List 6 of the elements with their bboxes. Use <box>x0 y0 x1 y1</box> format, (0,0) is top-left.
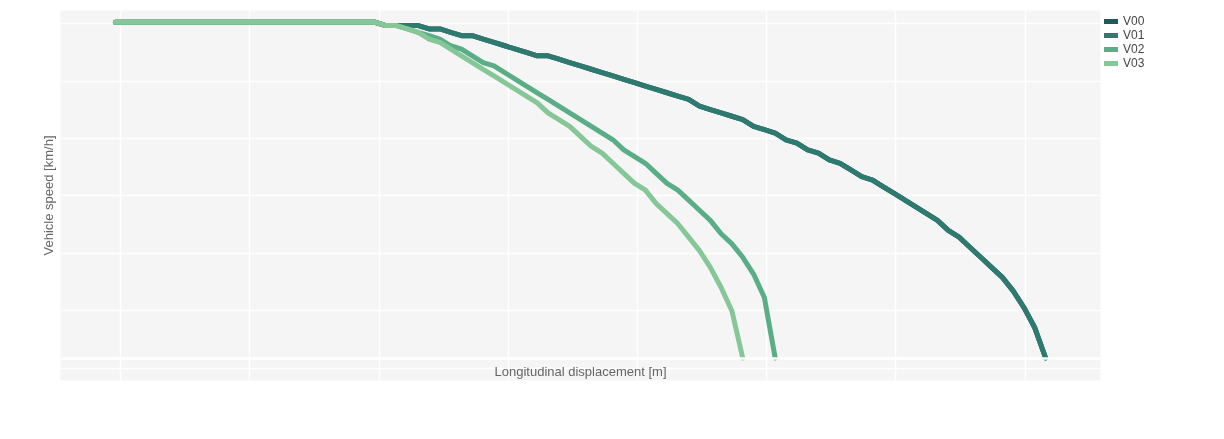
legend-label: V03 <box>1123 56 1145 70</box>
legend-label: V00 <box>1123 14 1145 28</box>
y-axis-title: Vehicle speed [km/h] <box>40 135 56 256</box>
legend-label: V02 <box>1123 42 1145 56</box>
x-axis-title: Longitudinal displacement [m] <box>494 363 667 379</box>
legend-label: V01 <box>1123 28 1145 42</box>
